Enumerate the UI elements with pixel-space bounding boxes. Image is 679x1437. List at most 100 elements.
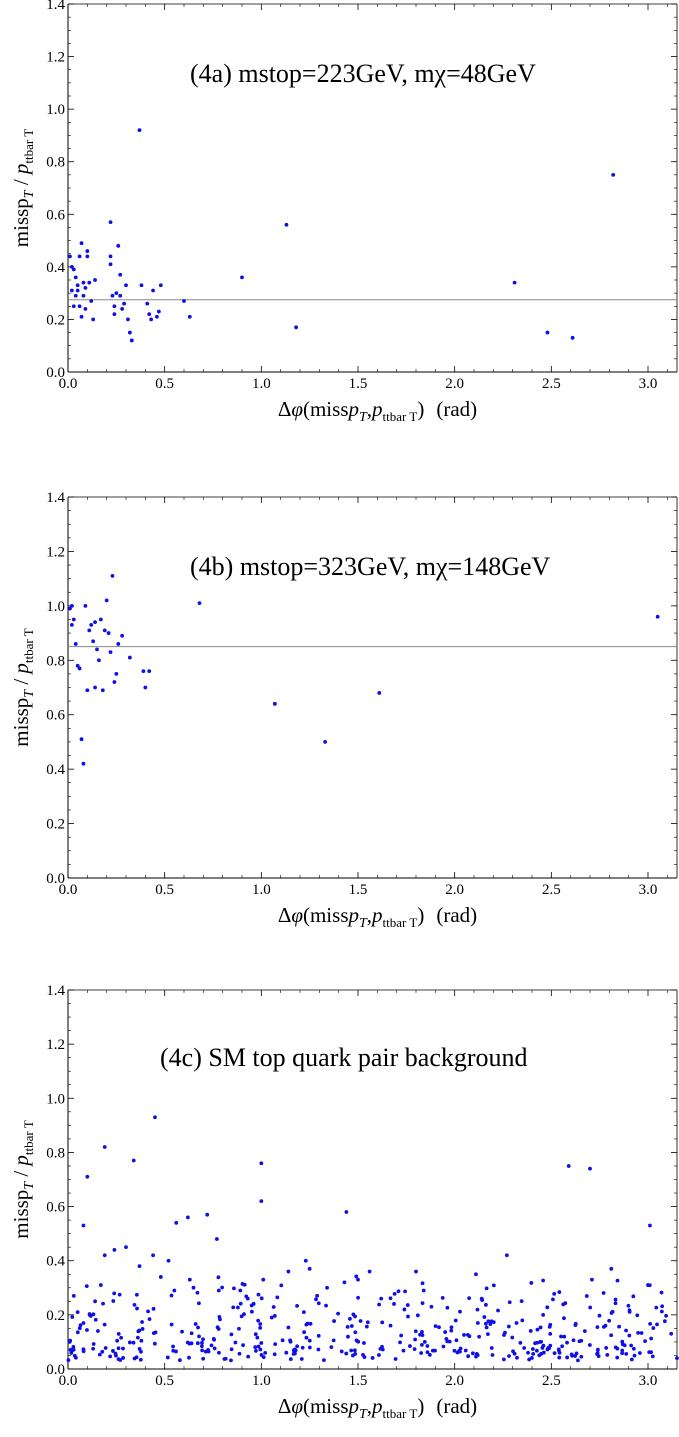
data-point <box>316 1347 321 1352</box>
data-point <box>286 1269 291 1274</box>
data-point <box>419 1351 424 1355</box>
ylabel-main: missp <box>9 198 33 247</box>
data-point <box>131 1340 136 1345</box>
data-point <box>392 1292 397 1296</box>
data-point <box>217 1314 222 1319</box>
data-point <box>392 1302 396 1306</box>
data-point <box>75 663 80 668</box>
data-point <box>398 1340 402 1345</box>
y-tick-label: 0.4 <box>46 260 65 276</box>
data-point <box>83 285 88 290</box>
data-point <box>140 1327 145 1331</box>
data-point <box>627 1333 632 1338</box>
data-point <box>85 1174 90 1179</box>
data-point <box>541 1278 546 1283</box>
data-point <box>169 1293 174 1298</box>
data-point <box>300 1345 305 1350</box>
data-point <box>172 1288 177 1293</box>
data-point <box>647 1283 652 1288</box>
data-point <box>93 1299 97 1304</box>
data-point <box>420 1329 424 1334</box>
data-point <box>89 299 94 303</box>
data-point <box>420 1333 425 1338</box>
data-point <box>588 1166 592 1171</box>
data-point <box>259 1161 264 1166</box>
data-point <box>654 1305 659 1310</box>
data-point <box>242 1312 246 1317</box>
data-point <box>325 1285 329 1290</box>
xlabel-phi: φ <box>291 903 303 927</box>
data-point <box>291 1348 296 1353</box>
data-point <box>582 1329 587 1334</box>
data-point <box>528 1329 533 1333</box>
data-point <box>71 304 76 309</box>
data-point <box>240 1282 245 1286</box>
x-tick-label: 0.0 <box>59 376 78 392</box>
data-point <box>507 1354 511 1358</box>
ylabel-main: missp <box>9 698 33 747</box>
data-point <box>288 1357 293 1362</box>
x-tick-label: 1.5 <box>349 376 368 392</box>
x-tick-label: 2.0 <box>445 1373 464 1389</box>
data-point <box>68 1338 73 1343</box>
data-point <box>344 1210 349 1214</box>
data-point <box>377 1353 381 1357</box>
data-point <box>93 685 97 690</box>
data-point <box>124 1245 128 1250</box>
chart-panel-0: 0.0 0.5 1.0 1.5 2.0 2.5 3.0 0.0 0.2 0.4 0.6 0.8 1.0 1… <box>9 0 678 425</box>
data-point <box>421 1288 426 1293</box>
xlabel-sub1: T <box>359 1407 368 1422</box>
data-point <box>475 1307 480 1312</box>
data-point <box>470 1351 475 1356</box>
data-point <box>81 280 86 285</box>
data-point <box>377 691 382 695</box>
data-point <box>462 1333 466 1337</box>
data-point <box>388 1323 393 1328</box>
data-point <box>534 1348 539 1353</box>
data-point <box>429 1304 434 1309</box>
data-point <box>101 1301 105 1306</box>
data-point <box>574 1351 579 1356</box>
data-point <box>237 1351 242 1356</box>
data-point <box>413 1337 418 1342</box>
data-point <box>660 1304 665 1309</box>
data-point <box>229 1347 234 1352</box>
data-point <box>604 1346 609 1350</box>
data-point <box>145 301 150 306</box>
data-point <box>112 304 117 309</box>
data-point <box>233 1340 238 1345</box>
data-point <box>185 1215 190 1220</box>
data-point <box>354 1274 359 1279</box>
ylabel-main: missp <box>9 1190 33 1239</box>
chart-panel-2: 0.0 0.5 1.0 1.5 2.0 2.5 3.0 0.0 0.2 0.4 0.6 0.8 1.0 1… <box>9 983 679 1422</box>
ylabel-sub1: T <box>22 189 37 198</box>
ylabel-p: p <box>9 1155 33 1168</box>
data-point <box>147 1317 152 1322</box>
y-axis-label: misspT / pttbar T <box>9 1120 37 1238</box>
data-point <box>356 1277 360 1282</box>
data-point <box>315 1293 320 1298</box>
data-point <box>114 671 119 676</box>
data-point <box>314 1297 318 1302</box>
xlabel-p2: p <box>370 1394 383 1418</box>
data-point <box>169 1322 174 1327</box>
data-point <box>538 1340 543 1344</box>
data-point <box>137 128 142 133</box>
x-tick-label: 1.0 <box>252 1373 271 1389</box>
x-tick-label: 2.0 <box>445 376 464 392</box>
xlabel-sub2: ttbar T <box>383 915 418 930</box>
data-point <box>174 1220 179 1225</box>
data-point <box>136 1329 141 1334</box>
data-point <box>631 1294 636 1299</box>
data-point <box>601 1324 606 1329</box>
y-tick-label: 0.2 <box>46 1308 65 1324</box>
data-point <box>507 1300 512 1305</box>
data-point <box>405 1303 410 1307</box>
data-point <box>100 688 105 693</box>
data-point <box>620 1348 625 1353</box>
data-point <box>440 1296 445 1300</box>
data-point <box>354 1338 359 1343</box>
data-point <box>69 264 74 269</box>
data-point <box>102 1145 107 1149</box>
data-point <box>548 1331 553 1336</box>
